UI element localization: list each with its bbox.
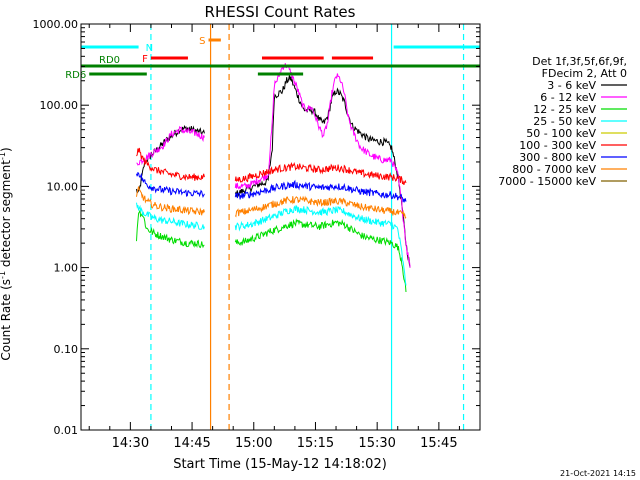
state-bar-label: F: [142, 54, 148, 65]
legend-header: FDecim 2, Att 0: [542, 67, 627, 80]
y-axis-label-sup2: -1: [0, 152, 7, 160]
series-line: [234, 63, 411, 268]
legend-entry-label: 6 - 12 keV: [540, 91, 596, 104]
x-axis-label: Start Time (15-May-12 14:18:02): [173, 457, 387, 472]
series-line: [136, 125, 205, 166]
state-bars: N S F RD0 RD6: [65, 36, 480, 81]
series-line: [136, 202, 205, 230]
y-axis-label: Count Rate (s-1 detector segment-1): [0, 147, 13, 360]
series-line: [136, 147, 205, 182]
legend-entry-label: 100 - 300 keV: [519, 139, 596, 152]
x-tick-label: 15:15: [297, 436, 334, 451]
y-axis-label-sup1: -1: [0, 271, 7, 279]
y-tick-label: 100.00: [40, 99, 79, 112]
series-line: [136, 186, 205, 216]
x-tick-label: 15:30: [358, 436, 395, 451]
chart-title: RHESSI Count Rates: [205, 3, 356, 21]
series-line: [136, 210, 205, 249]
x-tick-label: 15:00: [235, 436, 272, 451]
y-axis-label-end: ): [0, 147, 13, 152]
series-line: [234, 161, 407, 186]
y-axis-label-main: Count Rate (s: [0, 279, 13, 361]
series-line: [234, 204, 407, 286]
state-bar-label: RD6: [65, 70, 86, 81]
state-bar-label: N: [146, 43, 153, 54]
series-line: [234, 218, 407, 293]
legend-entry-label: 25 - 50 keV: [533, 115, 596, 128]
x-tick-label: 14:30: [112, 436, 149, 451]
plot-frame: [80, 23, 481, 431]
footer-timestamp: 21-Oct-2021 14:15: [560, 469, 636, 478]
state-bar-label: S: [199, 36, 205, 47]
state-bar-label: RD0: [99, 55, 120, 66]
series-line: [234, 179, 407, 203]
y-tick-label: 1000.00: [33, 18, 79, 31]
y-tick-label: 0.10: [54, 343, 79, 356]
legend-entry-label: 12 - 25 keV: [533, 103, 596, 116]
vertical-markers: [150, 24, 465, 430]
legend-entry-label: 300 - 800 keV: [519, 151, 596, 164]
legend-entry-label: 7000 - 15000 keV: [498, 175, 596, 188]
series-line: [234, 75, 411, 268]
series-line: [136, 171, 205, 199]
legend: Det 1f,3f,5f,6f,9f,FDecim 2, Att 03 - 6 …: [498, 55, 627, 188]
y-tick-label: 0.01: [54, 424, 79, 437]
legend-header: Det 1f,3f,5f,6f,9f,: [532, 55, 627, 68]
x-tick-label: 14:45: [173, 436, 210, 451]
legend-entry-label: 800 - 7000 keV: [512, 163, 596, 176]
x-tick-label: 15:45: [420, 436, 457, 451]
y-axis-label-mid: detector segment: [0, 160, 13, 271]
series-layer: [136, 63, 411, 293]
y-tick-label: 1.00: [54, 262, 79, 275]
axes: 1000.00 100.00 10.00 1.00 0.10 0.01 14:30 14:45…: [33, 18, 481, 451]
legend-entry-label: 50 - 100 keV: [526, 127, 596, 140]
series-line: [234, 195, 407, 220]
legend-entry-label: 3 - 6 keV: [547, 79, 596, 92]
y-tick-label: 10.00: [47, 180, 79, 193]
